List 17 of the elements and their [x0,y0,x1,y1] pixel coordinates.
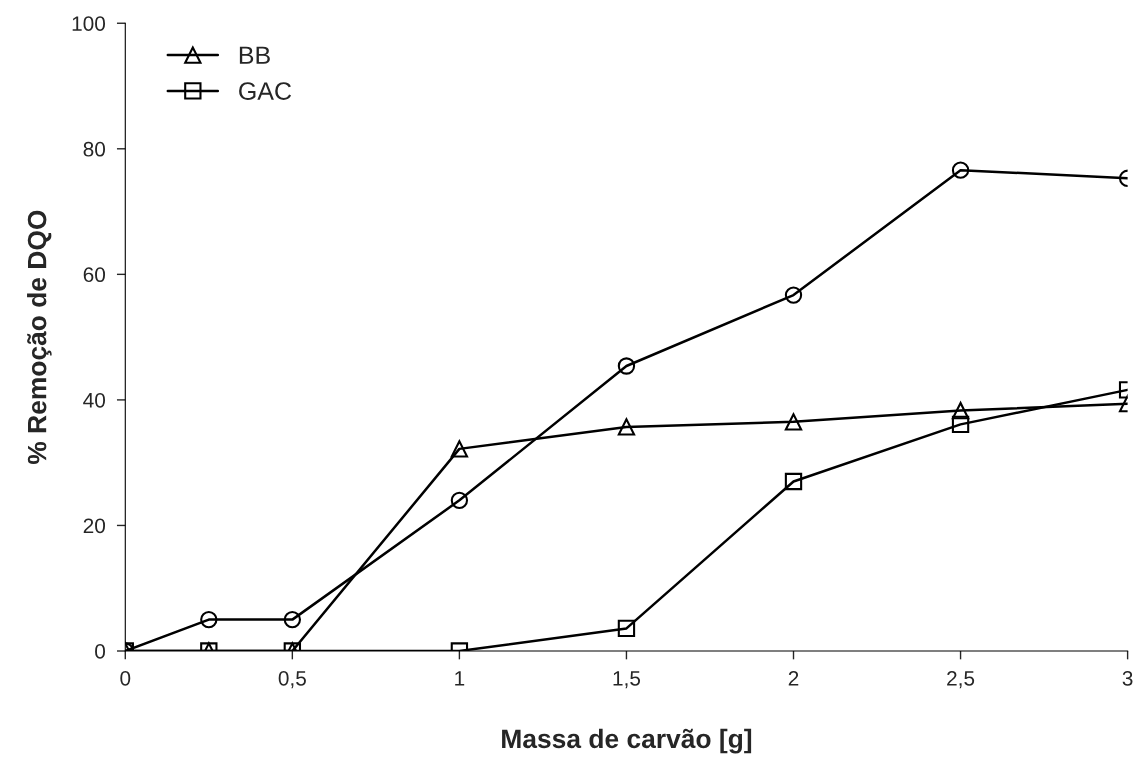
x-tick-label: 1 [455,671,465,686]
y-tick-label: 80 [83,141,106,157]
y-tick-label: 100 [72,16,106,31]
x-tick-label: 3 [1122,670,1133,686]
y-tick-label: 20 [83,518,106,534]
y-axis-title: % Remoção de DQO [27,210,52,465]
y-tick-label: 0 [95,644,106,659]
x-tick-label: 2,5 [947,670,975,689]
y-tick-label: 40 [83,392,106,408]
legend-label: GAC [239,82,292,100]
x-tick-label: 0 [120,670,131,686]
x-tick-label: 2 [788,670,799,686]
x-tick-label: 1,5 [613,671,641,689]
x-tick-label: 0,5 [278,670,306,689]
y-tick-label: 60 [83,267,106,283]
x-axis-title: Massa de carvão [g] [502,728,752,754]
legend-label: BB [239,46,270,64]
